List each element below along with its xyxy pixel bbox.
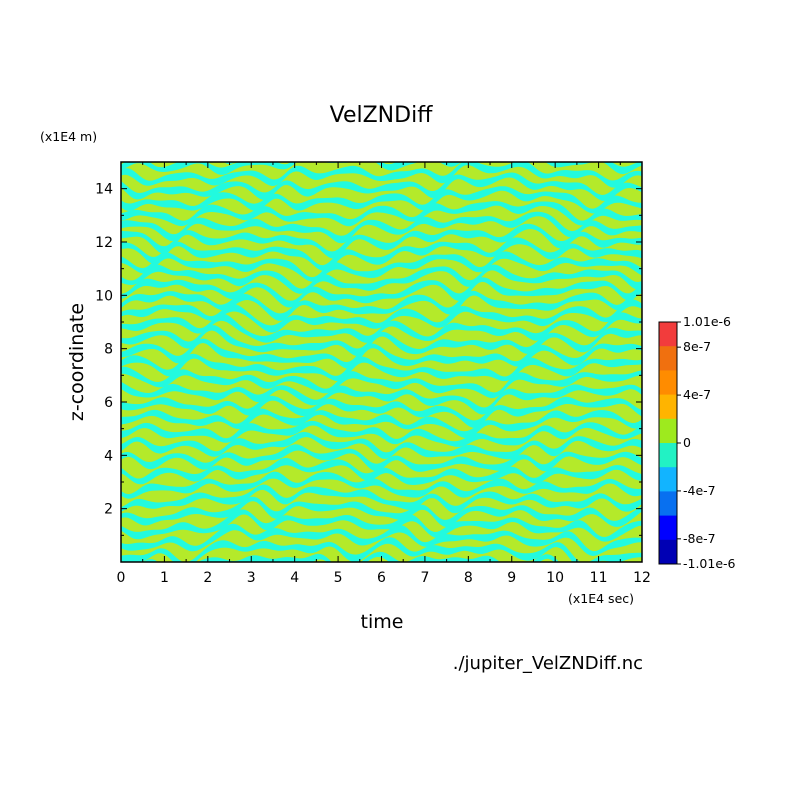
heatmap-band bbox=[121, 338, 642, 369]
colorbar-label: 1.01e-6 bbox=[683, 314, 731, 329]
y-tick-label: 6 bbox=[104, 395, 113, 411]
heatmap-band bbox=[121, 186, 642, 214]
heatmap-band bbox=[121, 211, 642, 244]
heatmap-band bbox=[223, 162, 236, 164]
colorbar-swatch bbox=[659, 370, 677, 396]
y-tick-label: 10 bbox=[95, 288, 113, 304]
heatmap-band bbox=[121, 201, 642, 227]
source-file-label: ./jupiter_VelZNDiff.nc bbox=[453, 653, 643, 674]
heatmap-band bbox=[121, 312, 642, 343]
heatmap-band bbox=[121, 408, 642, 439]
heatmap-field bbox=[121, 162, 642, 562]
heatmap-band bbox=[121, 237, 642, 271]
heatmap-band bbox=[121, 444, 642, 472]
colorbar-swatch bbox=[659, 322, 677, 347]
colorbar-label: -8e-7 bbox=[683, 531, 716, 546]
heatmap-band bbox=[121, 287, 642, 321]
colorbar-labels: 1.01e-6 8e-7 4e-7 0 -4e-7 -8e-7 -1.01e-6 bbox=[677, 314, 736, 571]
colorbar-label: 8e-7 bbox=[683, 339, 711, 354]
colorbar-label: 4e-7 bbox=[683, 387, 711, 402]
colorbar-swatch bbox=[659, 539, 677, 565]
heatmap-band bbox=[121, 509, 642, 542]
colorbar-label: -1.01e-6 bbox=[683, 556, 736, 571]
x-tick-label: 3 bbox=[247, 570, 256, 586]
y-tick-label: 4 bbox=[104, 448, 113, 464]
heatmap-band bbox=[121, 471, 642, 499]
x-tick-label: 7 bbox=[420, 570, 429, 586]
heatmap-band bbox=[121, 395, 642, 428]
x-tick-label: 0 bbox=[117, 570, 126, 586]
x-tick-label: 10 bbox=[546, 570, 564, 586]
y-tick-label: 8 bbox=[104, 342, 113, 358]
chart-title: VelZNDiff bbox=[330, 103, 434, 128]
y-tick-label: 12 bbox=[95, 235, 113, 251]
colorbar-swatch bbox=[659, 418, 677, 444]
colorbar bbox=[659, 322, 677, 565]
x-tick-label: 2 bbox=[203, 570, 212, 586]
colorbar-label: -4e-7 bbox=[683, 483, 716, 498]
heatmap-band bbox=[121, 457, 642, 485]
colorbar-swatch bbox=[659, 443, 677, 468]
heatmap-band bbox=[121, 432, 642, 460]
colorbar-swatch bbox=[659, 346, 677, 371]
heatmap-band bbox=[121, 484, 642, 514]
x-tick-label: 9 bbox=[507, 570, 516, 586]
heatmap-band bbox=[121, 299, 642, 333]
heatmap-band bbox=[121, 537, 642, 562]
y-tick-label: 14 bbox=[95, 182, 113, 198]
x-tick-label: 11 bbox=[590, 570, 608, 586]
heatmap-band bbox=[121, 223, 642, 259]
y-axis-label: z-coordinate bbox=[66, 303, 88, 421]
heatmap-band bbox=[121, 381, 642, 415]
heatmap-band bbox=[121, 251, 642, 282]
x-axis-label: time bbox=[361, 611, 404, 633]
y-tick-label: 2 bbox=[104, 502, 113, 518]
heatmap-band bbox=[121, 172, 642, 201]
x-axis: 0 1 2 3 4 5 6 7 8 9 10 11 12 bbox=[117, 162, 651, 586]
x-tick-label: 6 bbox=[377, 570, 386, 586]
y-unit-label: (x1E4 m) bbox=[40, 129, 97, 144]
heatmap-band bbox=[121, 325, 642, 356]
heatmap-band bbox=[121, 420, 642, 447]
colorbar-swatch bbox=[659, 394, 677, 420]
y-axis: 2 4 6 8 10 12 14 bbox=[95, 182, 642, 536]
x-unit-label: (x1E4 sec) bbox=[568, 591, 634, 606]
x-tick-label: 4 bbox=[290, 570, 299, 586]
x-tick-label: 12 bbox=[633, 570, 651, 586]
colorbar-swatch bbox=[659, 491, 677, 517]
heatmap-band bbox=[121, 366, 642, 399]
heatmap-band bbox=[121, 353, 642, 382]
heatmap-band bbox=[121, 277, 642, 308]
heatmap-band bbox=[121, 496, 642, 528]
colorbar-swatch bbox=[659, 515, 677, 541]
x-tick-label: 5 bbox=[334, 570, 343, 586]
heatmap-band bbox=[142, 551, 560, 562]
heatmap-band bbox=[121, 162, 642, 188]
x-tick-label: 1 bbox=[160, 570, 169, 586]
colorbar-swatch bbox=[659, 467, 677, 492]
heatmap-band bbox=[121, 264, 642, 294]
heatmap-band bbox=[121, 523, 642, 556]
x-tick-label: 8 bbox=[464, 570, 473, 586]
colorbar-label: 0 bbox=[683, 435, 691, 450]
